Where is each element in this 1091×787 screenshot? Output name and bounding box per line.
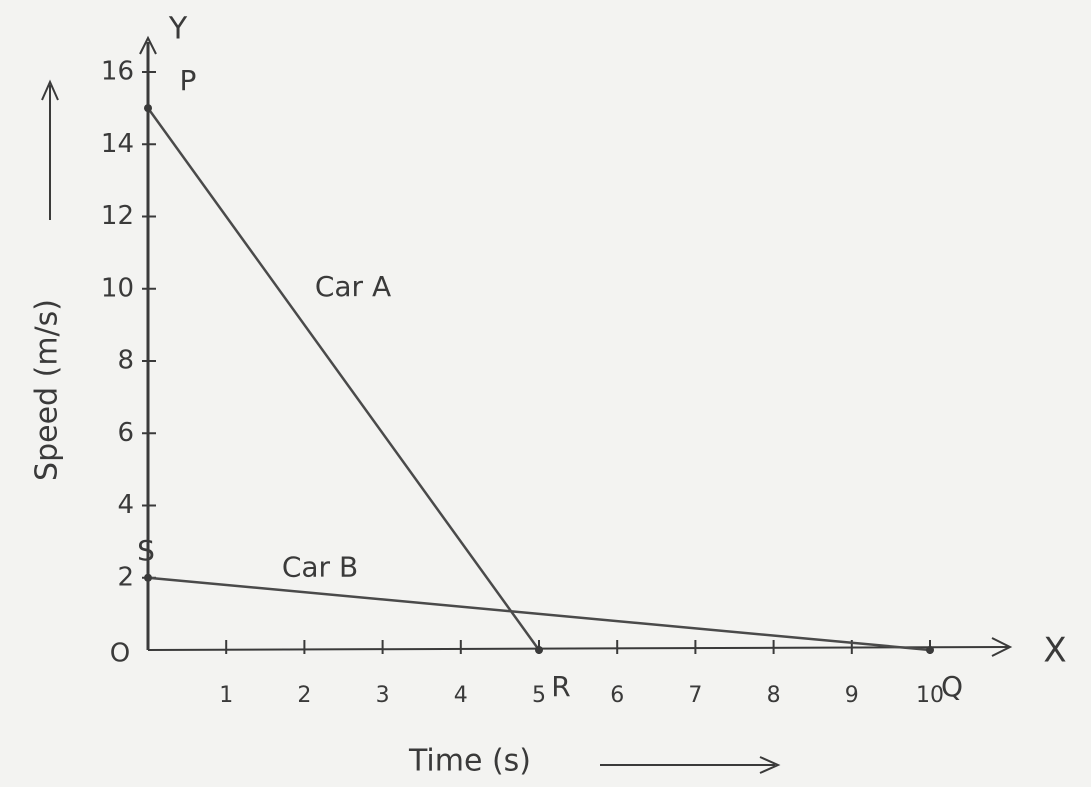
y-axis-arrow	[139, 35, 157, 55]
point-marker	[926, 646, 934, 654]
series-line	[146, 107, 541, 651]
y-axis-letter: Y	[168, 12, 188, 47]
point-label: P	[180, 64, 197, 97]
point-label: R	[551, 670, 570, 703]
origin-label: O	[110, 639, 130, 669]
x-axis-label: Time (s)	[408, 744, 531, 779]
y-tick-label: 6	[117, 418, 134, 448]
x-tick-label: 9	[845, 683, 859, 708]
x-tick-label: 10	[916, 683, 944, 708]
x-tick-label: 6	[610, 683, 624, 708]
y-tick-label: 8	[117, 346, 134, 376]
y-label-arrow-head	[41, 79, 59, 101]
series-line	[147, 576, 931, 652]
point-marker	[144, 104, 152, 113]
y-tick-label: 10	[101, 273, 134, 303]
series-name: Car B	[282, 550, 358, 583]
x-axis	[147, 646, 1011, 651]
y-axis-label: Speed (m/s)	[30, 299, 65, 481]
x-axis-letter: X	[1043, 631, 1066, 671]
x-tick-label: 3	[376, 683, 390, 708]
x-tick-label: 2	[297, 683, 311, 708]
x-tick-label: 1	[219, 683, 233, 708]
x-tick-label: 4	[454, 683, 468, 708]
y-tick-label: 16	[101, 57, 134, 87]
point-label: S	[137, 534, 155, 567]
y-tick-label: 2	[117, 562, 134, 592]
y-tick-label: 14	[101, 129, 134, 159]
point-marker	[144, 573, 152, 582]
x-tick-label: 7	[688, 683, 702, 708]
x-tick-label: 5	[532, 683, 546, 708]
point-marker	[535, 646, 543, 654]
x-label-arrow-head	[759, 756, 781, 774]
y-tick-label: 12	[101, 201, 134, 231]
x-axis-arrow	[991, 637, 1013, 657]
x-tick-label: 8	[767, 683, 781, 708]
point-label: Q	[941, 670, 963, 703]
y-tick-label: 4	[117, 490, 134, 520]
series-name: Car A	[315, 270, 391, 303]
